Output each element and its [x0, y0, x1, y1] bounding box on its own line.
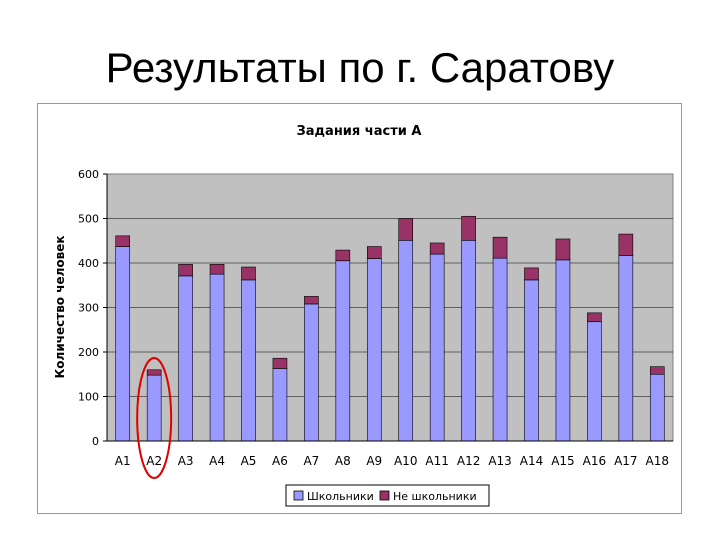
bar-A18-series-2 — [649, 366, 665, 375]
x-tick-label: A11 — [425, 454, 448, 468]
bar-A14-series-2 — [524, 267, 539, 281]
bar-A10-series-2 — [398, 218, 414, 241]
x-tick-label: A3 — [178, 454, 194, 468]
x-tick-label: A2 — [146, 454, 162, 468]
legend-label-series-2: Не школьники — [393, 490, 477, 503]
y-tick-label: 500 — [78, 213, 99, 226]
bar-A17-series-1 — [618, 255, 634, 442]
bar-A1-series-1 — [115, 246, 131, 442]
bar-A8-series-2 — [335, 249, 351, 262]
y-tick-label: 0 — [92, 435, 99, 448]
bar-A12-series-2 — [461, 215, 476, 241]
bar-A5-series-1 — [241, 279, 256, 442]
x-tick-label: A6 — [272, 454, 288, 468]
bar-A3-series-1 — [178, 275, 193, 442]
y-tick-label: 200 — [78, 346, 99, 359]
bar-A3-series-2 — [178, 264, 193, 277]
bar-A16-series-1 — [587, 321, 602, 442]
bar-A13-series-1 — [492, 257, 508, 442]
y-tick-label: 600 — [78, 168, 99, 181]
bar-A16-series-2 — [587, 312, 602, 323]
bar-A6-series-1 — [272, 368, 288, 442]
legend-swatch-series-1 — [293, 490, 304, 501]
bar-A15-series-1 — [555, 259, 571, 442]
bar-A7-series-2 — [304, 296, 319, 305]
bar-A12-series-1 — [461, 240, 476, 442]
y-tick-label: 400 — [78, 257, 99, 270]
bar-A18-series-1 — [649, 373, 665, 442]
x-tick-label: A18 — [646, 454, 669, 468]
bar-A8-series-1 — [335, 260, 351, 442]
x-tick-label: A7 — [303, 454, 319, 468]
x-tick-label: A8 — [335, 454, 351, 468]
x-tick-label: A14 — [520, 454, 543, 468]
x-tick-label: A15 — [551, 454, 574, 468]
bar-A6-series-2 — [272, 357, 288, 369]
x-tick-label: A17 — [614, 454, 637, 468]
y-axis-label: Количество человек — [53, 236, 67, 379]
bar-A15-series-2 — [555, 238, 571, 261]
slide-title: Результаты по г. Саратову — [105, 44, 615, 91]
bar-A17-series-2 — [618, 233, 634, 256]
bar-A14-series-1 — [524, 279, 539, 442]
x-tick-label: A10 — [394, 454, 417, 468]
x-tick-label: A1 — [115, 454, 131, 468]
bar-A9-series-1 — [366, 258, 382, 442]
bar-A7-series-1 — [304, 303, 319, 442]
bar-A11-series-1 — [429, 253, 445, 442]
x-tick-label: A16 — [583, 454, 606, 468]
chart-title: Задания части А — [297, 124, 422, 139]
bar-A2-series-1 — [146, 374, 162, 442]
bar-A11-series-2 — [429, 242, 445, 255]
highlight-ellipse — [136, 357, 173, 479]
bar-A2-series-2 — [146, 369, 162, 376]
bar-A10-series-1 — [398, 240, 414, 442]
x-tick-label: A13 — [488, 454, 511, 468]
bar-A5-series-2 — [241, 266, 256, 281]
bar-A1-series-2 — [115, 235, 131, 247]
x-tick-label: A9 — [366, 454, 382, 468]
x-tick-label: A4 — [209, 454, 225, 468]
bar-A9-series-2 — [366, 246, 382, 259]
x-tick-label: A12 — [457, 454, 480, 468]
legend-label-series-1: Школьники — [307, 490, 374, 503]
bar-A4-series-1 — [209, 273, 225, 442]
legend: Школьники Не школьники — [285, 484, 490, 507]
bar-A13-series-2 — [492, 236, 508, 259]
x-tick-label: A5 — [241, 454, 257, 468]
y-tick-label: 100 — [78, 391, 99, 404]
legend-swatch-series-2 — [379, 490, 390, 501]
bar-A4-series-2 — [209, 264, 225, 275]
y-tick-label: 300 — [78, 302, 99, 315]
